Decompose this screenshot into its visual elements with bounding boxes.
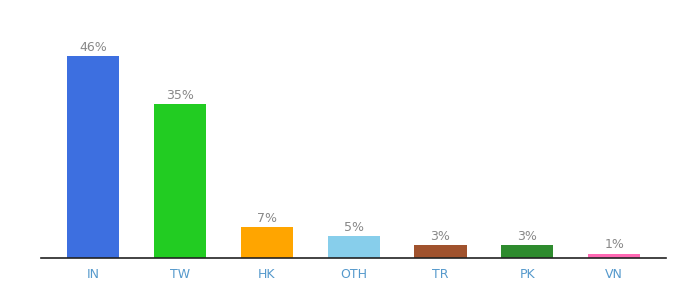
- Bar: [501, 245, 554, 258]
- Bar: [241, 227, 293, 258]
- Bar: [67, 56, 119, 258]
- Bar: [588, 254, 641, 258]
- Bar: [414, 245, 466, 258]
- Text: 5%: 5%: [343, 221, 364, 234]
- Text: 46%: 46%: [79, 41, 107, 54]
- Bar: [328, 236, 379, 258]
- Text: 35%: 35%: [166, 89, 194, 102]
- Text: 3%: 3%: [430, 230, 450, 243]
- Bar: [154, 104, 206, 258]
- Text: 3%: 3%: [517, 230, 537, 243]
- Text: 7%: 7%: [257, 212, 277, 225]
- Text: 1%: 1%: [605, 238, 624, 251]
